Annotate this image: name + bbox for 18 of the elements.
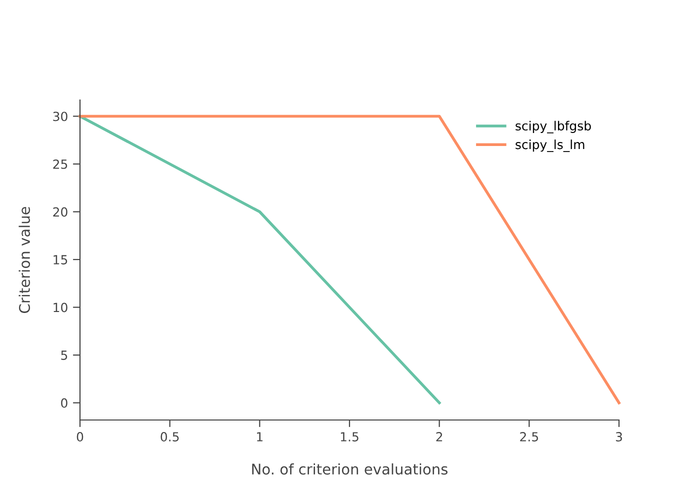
x-axis-title: No. of criterion evaluations	[252, 463, 448, 475]
x-tick-label: 0.5	[160, 432, 179, 442]
legend-label: scipy_ls_lm	[516, 140, 584, 152]
x-tick-label: 3	[616, 432, 622, 442]
y-tick-label: 0	[61, 398, 68, 408]
y-tick-label: 25	[53, 159, 68, 169]
y-tick-label: 10	[54, 302, 68, 312]
x-tick-label: 1	[257, 432, 262, 442]
x-tick-label: 2	[436, 432, 442, 442]
x-tick-label: 2.5	[520, 432, 538, 442]
y-tick-label: 30	[53, 112, 68, 122]
y-tick-label: 15	[54, 255, 68, 264]
legend-label: scipy_lbfgsb	[516, 120, 591, 134]
y-axis-title: Criterion value	[18, 206, 30, 313]
y-tick-label: 5	[61, 350, 68, 360]
y-tick-label: 20	[53, 207, 68, 217]
x-tick-label: 1.5	[340, 432, 358, 442]
x-tick-label: 0	[76, 432, 84, 442]
